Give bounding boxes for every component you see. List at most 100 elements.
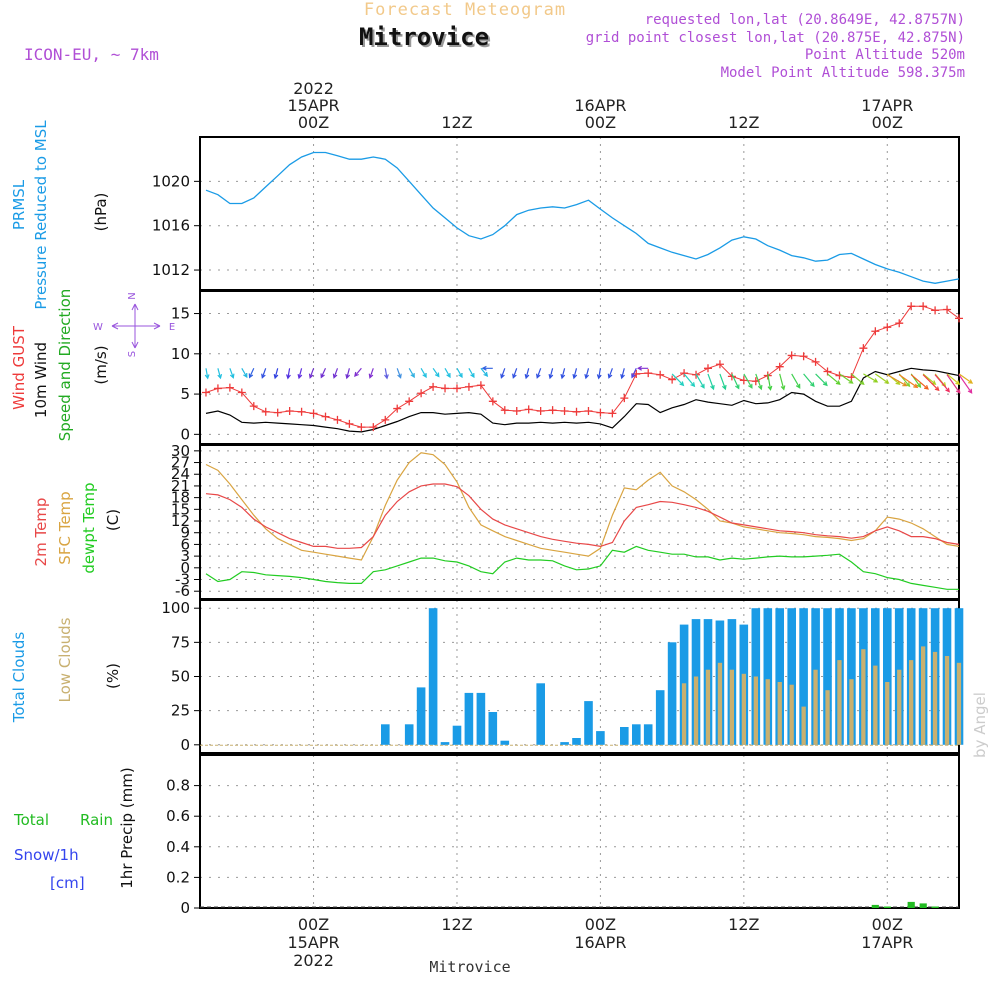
total-cloud-bar	[572, 738, 581, 745]
model-point-altitude: Model Point Altitude 598.375m	[721, 65, 965, 81]
wind-arrow	[572, 368, 578, 380]
time-axis-top: 202215APR00Z12Z16APR00Z12Z17APR00Z12Z	[288, 79, 914, 132]
y-tick-label: 0.8	[166, 777, 190, 795]
total-cloud-bar	[596, 731, 605, 745]
gust-marker	[297, 407, 306, 416]
wind-arrow	[420, 368, 427, 379]
compass-ns-arrow	[131, 303, 139, 349]
gust-marker	[859, 344, 868, 353]
wind-arrow	[719, 373, 727, 391]
watermark: by Angel	[971, 692, 989, 758]
wind-arrow	[767, 373, 773, 391]
gust-marker	[907, 302, 916, 311]
compass-e: E	[169, 322, 175, 333]
gust-marker	[225, 383, 234, 392]
time-label-bottom: 16APR	[574, 933, 626, 952]
low-cloud-bar	[849, 679, 854, 745]
wind-arrow	[480, 367, 489, 377]
gust-marker	[608, 409, 617, 418]
y-tick-label: 0.2	[166, 868, 190, 886]
total-cloud-bar	[404, 724, 414, 745]
gust-marker	[548, 406, 557, 415]
time-label-bottom: 15APR	[288, 933, 340, 952]
wind-arrow	[396, 368, 402, 379]
time-label-top: 12Z	[441, 113, 472, 132]
low-cloud-bar	[873, 665, 878, 745]
gust-marker	[644, 369, 653, 378]
panel-4: 0 25 50 75 100 Total Clouds Low Clouds (%)	[10, 599, 964, 754]
panel-1: 1012 1016 1020 PRMSL Pressure Reduced to MSL…	[10, 120, 960, 310]
wind-arrow	[408, 368, 415, 379]
total-cloud-bar	[847, 608, 856, 745]
total-cloud-bar	[416, 687, 426, 745]
sfc-temp-line	[205, 452, 960, 561]
rain-bar	[931, 906, 939, 908]
wind-arrow	[803, 373, 815, 388]
gust-marker	[429, 382, 438, 391]
y-tick-label: 10	[171, 345, 190, 363]
wind10-line	[205, 367, 960, 433]
low-cloud-bar	[693, 676, 699, 745]
low-cloud-bar	[777, 682, 782, 745]
wind-arrow	[683, 373, 696, 388]
wind-arrow	[524, 368, 530, 380]
time-label-bottom: 2022	[293, 951, 334, 970]
wind-arrow	[671, 373, 685, 387]
wind-arrow	[886, 374, 908, 387]
wind-arrow	[308, 368, 315, 379]
compass-ew-arrow	[111, 322, 161, 330]
wind10-label: 10m Wind	[32, 342, 50, 418]
time-axis-bottom: 00Z15APR202212Z00Z16APR12Z00Z17APR12Z	[288, 915, 914, 970]
y-tick-label: 21	[171, 477, 190, 495]
low-clouds-label: Low Clouds	[56, 617, 74, 702]
gust-marker	[596, 408, 605, 417]
wind-arrow	[468, 368, 475, 379]
grid-point-location: grid point closest lon,lat (20.875E, 42.…	[586, 30, 965, 46]
y-tick-label: 15	[171, 305, 190, 323]
title-shadow: Mitrovice	[361, 25, 491, 53]
wind-arrow	[596, 368, 602, 380]
total-cloud-bar	[584, 701, 593, 745]
gust-marker	[931, 306, 940, 315]
gust-marker	[668, 375, 677, 384]
low-cloud-bar	[765, 679, 770, 745]
total-cloud-bar	[632, 724, 641, 745]
wind-unit: (m/s)	[92, 345, 110, 384]
y-tick-label: 0	[180, 559, 190, 577]
wind-arrow	[584, 368, 590, 380]
wind-arrow	[946, 374, 961, 394]
sfc-temp-label: SFC Temp	[56, 491, 74, 564]
time-label-top: 15APR	[288, 96, 340, 115]
total-cloud-bar	[500, 740, 510, 745]
gust-marker	[919, 302, 928, 311]
gust-marker	[321, 412, 330, 421]
wind-arrow	[731, 373, 740, 390]
time-label-top: 2022	[293, 79, 334, 98]
wind-arrow	[536, 368, 542, 379]
wind-arrow	[500, 368, 506, 379]
total-cloud-bar	[799, 608, 808, 745]
wind-arrow	[368, 368, 374, 379]
gust-marker	[381, 415, 390, 424]
gust-marker	[524, 405, 533, 414]
total-clouds-label: Total Clouds	[10, 632, 28, 724]
total-cloud-bar	[823, 608, 832, 745]
header: Forecast MeteogramMitroviceMitroviceICON…	[24, 0, 965, 81]
total-cloud-bar	[464, 692, 474, 745]
total-cloud-bar	[763, 608, 773, 745]
gust-marker	[237, 388, 246, 397]
model-label: ICON-EU, ~ 7km	[24, 45, 159, 64]
time-label-top: 00Z	[585, 113, 616, 132]
total-cloud-bar	[787, 608, 796, 745]
y-tick-label: 24	[171, 465, 190, 483]
time-label-top: 00Z	[298, 113, 329, 132]
wind-arrow	[874, 373, 890, 384]
total-cloud-bar	[381, 724, 390, 745]
total-cloud-bar	[452, 725, 462, 745]
wind-arrow	[432, 367, 440, 378]
time-label-bottom: 12Z	[728, 915, 759, 934]
y-tick-label: 75	[171, 633, 190, 651]
